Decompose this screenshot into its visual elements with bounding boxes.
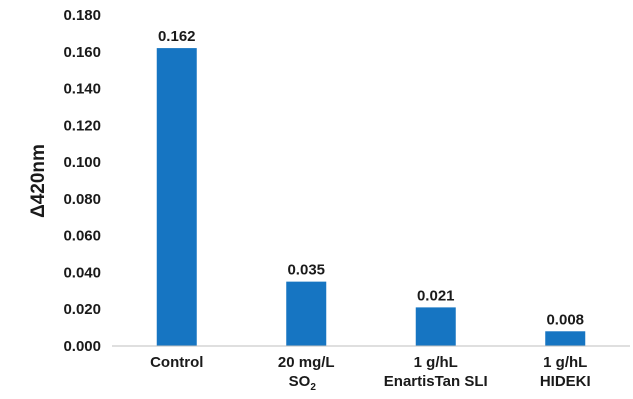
y-tick-label: 0.100	[63, 154, 101, 171]
data-label: 0.035	[287, 262, 325, 279]
data-label: 0.008	[546, 311, 584, 328]
bar	[286, 281, 327, 346]
y-tick-label: 0.120	[63, 117, 101, 134]
category-label: 1 g/hL EnartisTan SLI	[384, 354, 488, 390]
bar	[545, 331, 586, 346]
category-label-line: Control	[150, 354, 203, 371]
bar	[156, 48, 197, 346]
category-label-line: 1 g/hL	[543, 354, 587, 371]
y-axis-ticks: 0.000 0.020 0.040 0.060 0.080 0.100 0.120 0.140…	[63, 7, 101, 355]
category-label-line: HIDEKI	[540, 373, 591, 390]
bars	[156, 48, 586, 346]
category-label: 20 mg/L SO2	[278, 354, 335, 393]
bar	[415, 307, 456, 346]
y-tick-label: 0.160	[63, 44, 101, 61]
category-label: Control	[150, 354, 203, 371]
y-axis-title: Δ420nm	[28, 144, 49, 218]
category-label-line: SO	[289, 373, 311, 390]
y-tick-label: 0.140	[63, 81, 101, 98]
category-label: 1 g/hL HIDEKI	[540, 354, 591, 390]
data-labels: 0.162 0.035 0.021 0.008	[158, 28, 584, 328]
y-tick-label: 0.020	[63, 301, 101, 318]
y-tick-label: 0.040	[63, 264, 101, 281]
category-label-line: EnartisTan SLI	[384, 373, 488, 390]
y-tick-label: 0.080	[63, 191, 101, 208]
category-label-line: 1 g/hL	[414, 354, 458, 371]
category-label-subscript: 2	[310, 382, 316, 393]
data-label: 0.162	[158, 28, 196, 45]
y-tick-label: 0.060	[63, 228, 101, 245]
y-tick-label: 0.180	[63, 7, 101, 24]
data-label: 0.021	[417, 287, 455, 304]
y-tick-label: 0.000	[63, 338, 101, 355]
category-label-line: 20 mg/L	[278, 354, 335, 371]
